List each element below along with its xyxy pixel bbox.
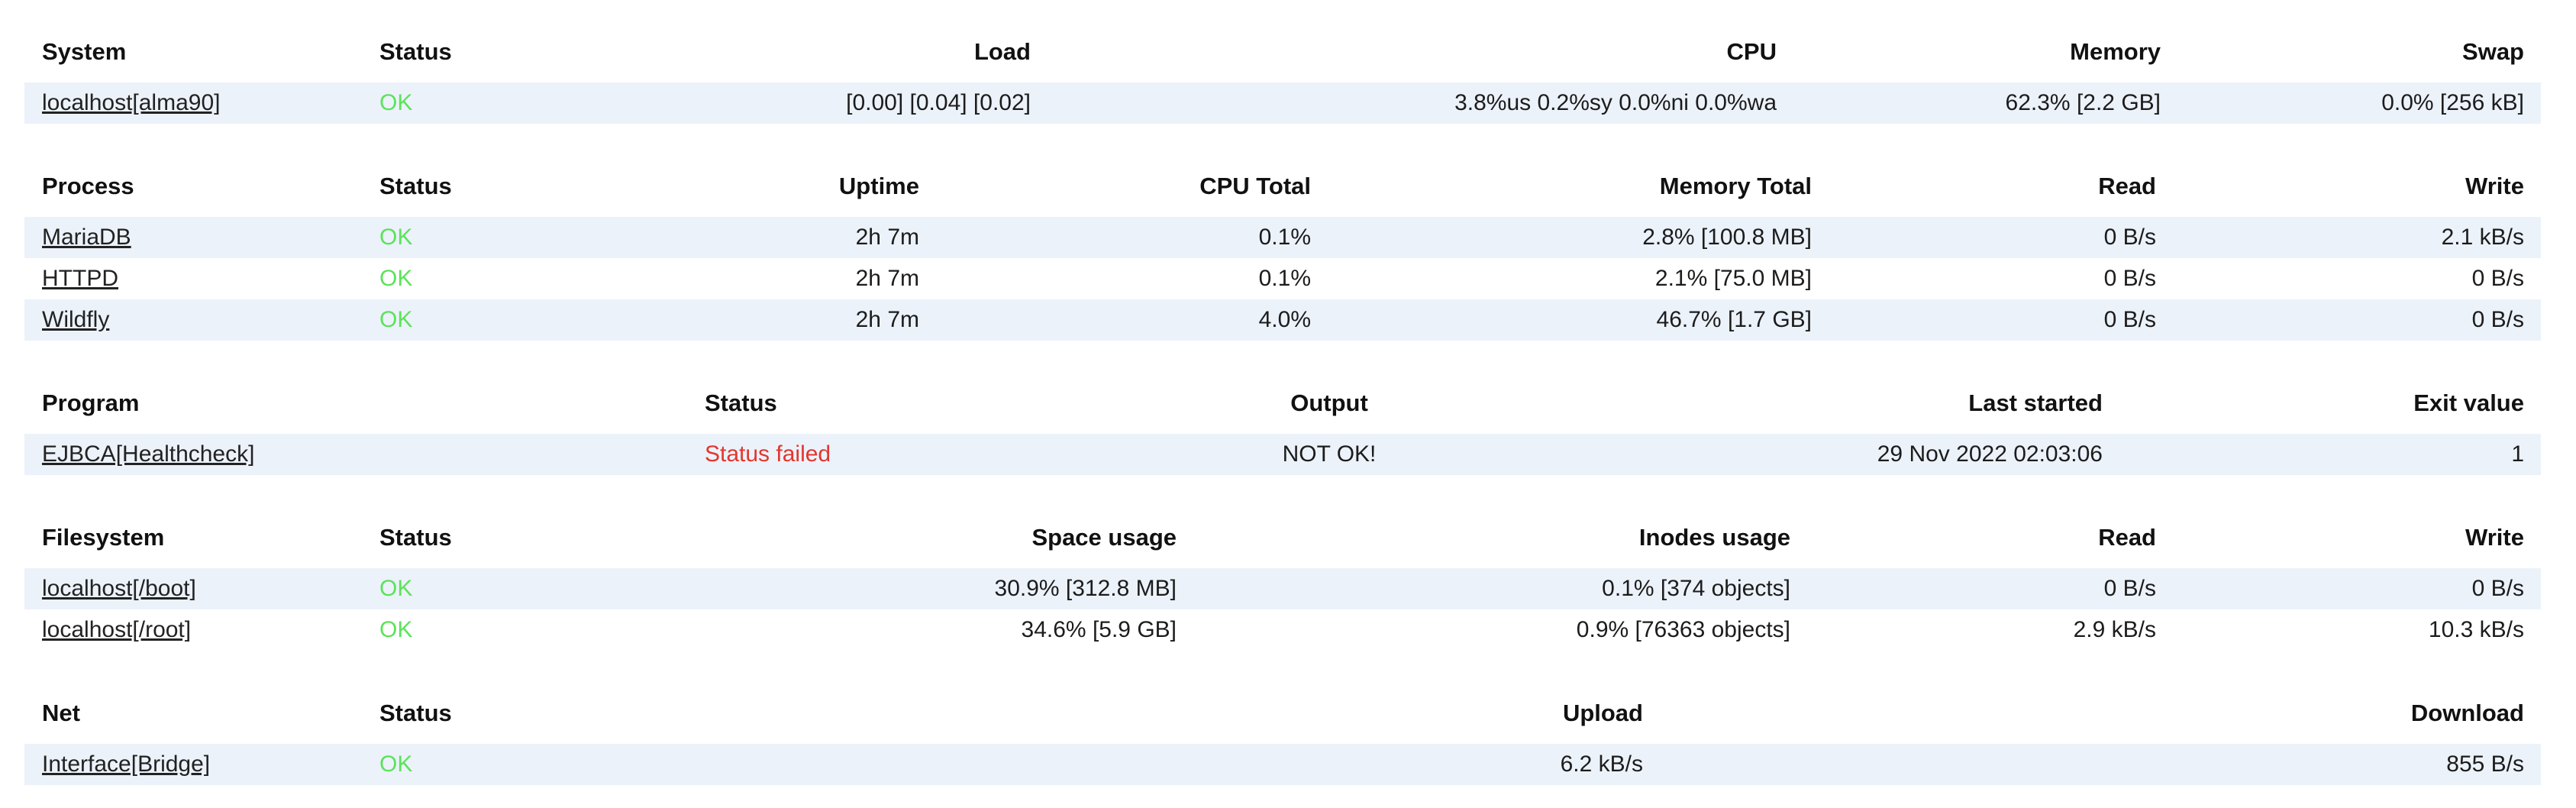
header-row: Net Status Upload Download (24, 684, 2541, 744)
process-table: Process Status Uptime CPU Total Memory T… (24, 157, 2541, 341)
download-value: 855 B/s (1660, 744, 2541, 785)
table-row: Interface[Bridge] OK 6.2 kB/s 855 B/s (24, 744, 2541, 785)
column-header-net: Net (42, 700, 80, 726)
space-usage-value: 34.6% [5.9 GB] (1021, 617, 1177, 642)
uptime-value: 2h 7m (689, 299, 936, 341)
header-row: Filesystem Status Space usage Inodes usa… (24, 509, 2541, 568)
output-value: NOT OK! (1115, 434, 1543, 475)
inodes-usage-value: 0.1% [374 objects] (1193, 568, 1807, 609)
net-table: Net Status Upload Download Interface[Bri… (24, 684, 2541, 785)
header-row: Process Status Uptime CPU Total Memory T… (24, 157, 2541, 217)
column-header-load: Load (973, 38, 1031, 65)
service-link-wildfly[interactable]: Wildfly (42, 307, 110, 332)
uptime-value: 2h 7m (855, 266, 919, 291)
space-usage-value: 30.9% [312.8 MB] (689, 568, 1193, 609)
last-started-value: 29 Nov 2022 02:03:06 (1543, 434, 2119, 475)
column-header-uptime: Uptime (838, 173, 919, 199)
swap-value: 0.0% [256 kB] (2177, 82, 2541, 124)
status-value: OK (376, 82, 689, 124)
program-table: Program Status Output Last started Exit … (24, 374, 2541, 475)
write-value: 0 B/s (2471, 266, 2524, 291)
exit-value: 1 (2119, 434, 2541, 475)
memory-total-value: 2.8% [100.8 MB] (1328, 217, 1829, 258)
read-value: 0 B/s (1829, 217, 2173, 258)
table-row: localhost[/root] OK 34.6% [5.9 GB] 0.9% … (24, 609, 2541, 651)
header-row: Program Status Output Last started Exit … (24, 374, 2541, 434)
column-header-output: Output (1290, 389, 1368, 416)
service-link-httpd[interactable]: HTTPD (42, 266, 118, 291)
status-value: OK (376, 299, 689, 341)
column-header-read: Read (2098, 173, 2156, 199)
service-link-localhost-boot[interactable]: localhost[/boot] (42, 576, 196, 601)
cpu-total-value: 0.1% (936, 217, 1328, 258)
cpu-value: 3.8%us 0.2%sy 0.0%ni 0.0%wa (1048, 82, 1793, 124)
column-header-swap: Swap (2462, 38, 2524, 65)
memory-total-value: 2.1% [75.0 MB] (1654, 266, 1812, 291)
system-table: System Status Load CPU Memory Swap local… (24, 23, 2541, 124)
inodes-usage-value: 0.9% [76363 objects] (1576, 617, 1790, 642)
column-header-filesystem: Filesystem (42, 524, 165, 551)
status-value: OK (376, 568, 689, 609)
write-value: 10.3 kB/s (2428, 617, 2524, 642)
column-header-program: Program (42, 389, 140, 416)
column-header-download: Download (2410, 700, 2524, 726)
read-value: 0 B/s (2103, 266, 2156, 291)
column-header-memory: Memory (2070, 38, 2161, 65)
read-value: 2.9 kB/s (2073, 617, 2156, 642)
read-value: 0 B/s (1829, 299, 2173, 341)
upload-value: 6.2 kB/s (689, 744, 1660, 785)
filesystem-table: Filesystem Status Space usage Inodes usa… (24, 509, 2541, 651)
column-header-last-started: Last started (1968, 389, 2103, 416)
column-header-status: Status (379, 38, 452, 65)
header-row: System Status Load CPU Memory Swap (24, 23, 2541, 82)
table-row: localhost[alma90] OK [0.00] [0.04] [0.02… (24, 82, 2541, 124)
column-header-space-usage: Space usage (1031, 524, 1177, 551)
column-header-status: Status (379, 173, 452, 199)
table-row: HTTPD OK 2h 7m 0.1% 2.1% [75.0 MB] 0 B/s… (24, 258, 2541, 299)
column-header-system: System (42, 38, 127, 65)
table-row: Wildfly OK 2h 7m 4.0% 46.7% [1.7 GB] 0 B… (24, 299, 2541, 341)
status-value: Status failed (701, 434, 1115, 475)
service-link-ejbca-healthcheck[interactable]: EJBCA[Healthcheck] (42, 441, 255, 467)
service-link-localhost-root[interactable]: localhost[/root] (42, 617, 192, 642)
table-row: MariaDB OK 2h 7m 0.1% 2.8% [100.8 MB] 0 … (24, 217, 2541, 258)
column-header-write: Write (2465, 173, 2524, 199)
column-header-process: Process (42, 173, 134, 199)
column-header-status: Status (379, 700, 452, 726)
cpu-total-value: 4.0% (936, 299, 1328, 341)
column-header-upload: Upload (1562, 700, 1643, 726)
read-value: 0 B/s (1807, 568, 2173, 609)
memory-total-value: 46.7% [1.7 GB] (1328, 299, 1829, 341)
status-value: OK (376, 744, 689, 785)
write-value: 0 B/s (2173, 568, 2541, 609)
status-value: OK (379, 617, 413, 642)
table-row: localhost[/boot] OK 30.9% [312.8 MB] 0.1… (24, 568, 2541, 609)
uptime-value: 2h 7m (689, 217, 936, 258)
column-header-exit-value: Exit value (2413, 389, 2524, 416)
column-header-memory-total: Memory Total (1659, 173, 1812, 199)
status-value: OK (376, 217, 689, 258)
column-header-status: Status (705, 389, 777, 416)
column-header-inodes-usage: Inodes usage (1638, 524, 1790, 551)
memory-value: 62.3% [2.2 GB] (1793, 82, 2177, 124)
column-header-read: Read (2098, 524, 2156, 551)
write-value: 2.1 kB/s (2173, 217, 2541, 258)
service-link-localhost-alma90[interactable]: localhost[alma90] (42, 90, 221, 115)
column-header-cpu: CPU (1726, 38, 1777, 65)
column-header-write: Write (2465, 524, 2524, 551)
write-value: 0 B/s (2173, 299, 2541, 341)
cpu-total-value: 0.1% (1258, 266, 1311, 291)
column-header-status: Status (379, 524, 452, 551)
service-link-interface-bridge[interactable]: Interface[Bridge] (42, 751, 211, 777)
status-value: OK (379, 266, 413, 291)
column-header-cpu-total: CPU Total (1199, 173, 1311, 199)
table-row: EJBCA[Healthcheck] Status failed NOT OK!… (24, 434, 2541, 475)
service-link-mariadb[interactable]: MariaDB (42, 225, 131, 250)
load-value: [0.00] [0.04] [0.02] (689, 82, 1048, 124)
monitoring-page: System Status Load CPU Memory Swap local… (24, 23, 2541, 785)
